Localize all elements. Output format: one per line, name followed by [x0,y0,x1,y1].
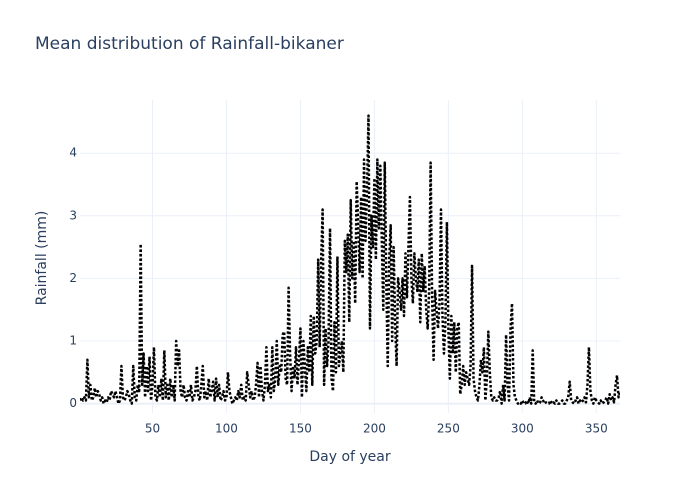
y-axis-title: Rainfall (mm) [34,211,50,306]
x-tick-label: 250 [437,422,460,436]
y-tick-label: 3 [69,208,77,222]
y-tick-label: 2 [69,271,77,285]
x-tick-label: 50 [145,422,160,436]
x-tick-label: 150 [289,422,312,436]
y-tick-label: 0 [69,396,77,410]
chart-title: Mean distribution of Rainfall-bikaner [35,34,344,54]
x-tick-label: 200 [363,422,386,436]
y-tick-label: 1 [69,334,77,348]
plot-area [80,114,620,405]
grid: 0 1 2 3 4 50 100 150 200 250 300 350 [69,100,620,436]
rainfall-line [80,114,620,405]
x-tick-label: 300 [511,422,534,436]
y-tick-label: 4 [69,146,77,160]
x-axis-title: Day of year [309,449,391,465]
x-tick-label: 350 [585,422,608,436]
x-tick-label: 100 [215,422,238,436]
